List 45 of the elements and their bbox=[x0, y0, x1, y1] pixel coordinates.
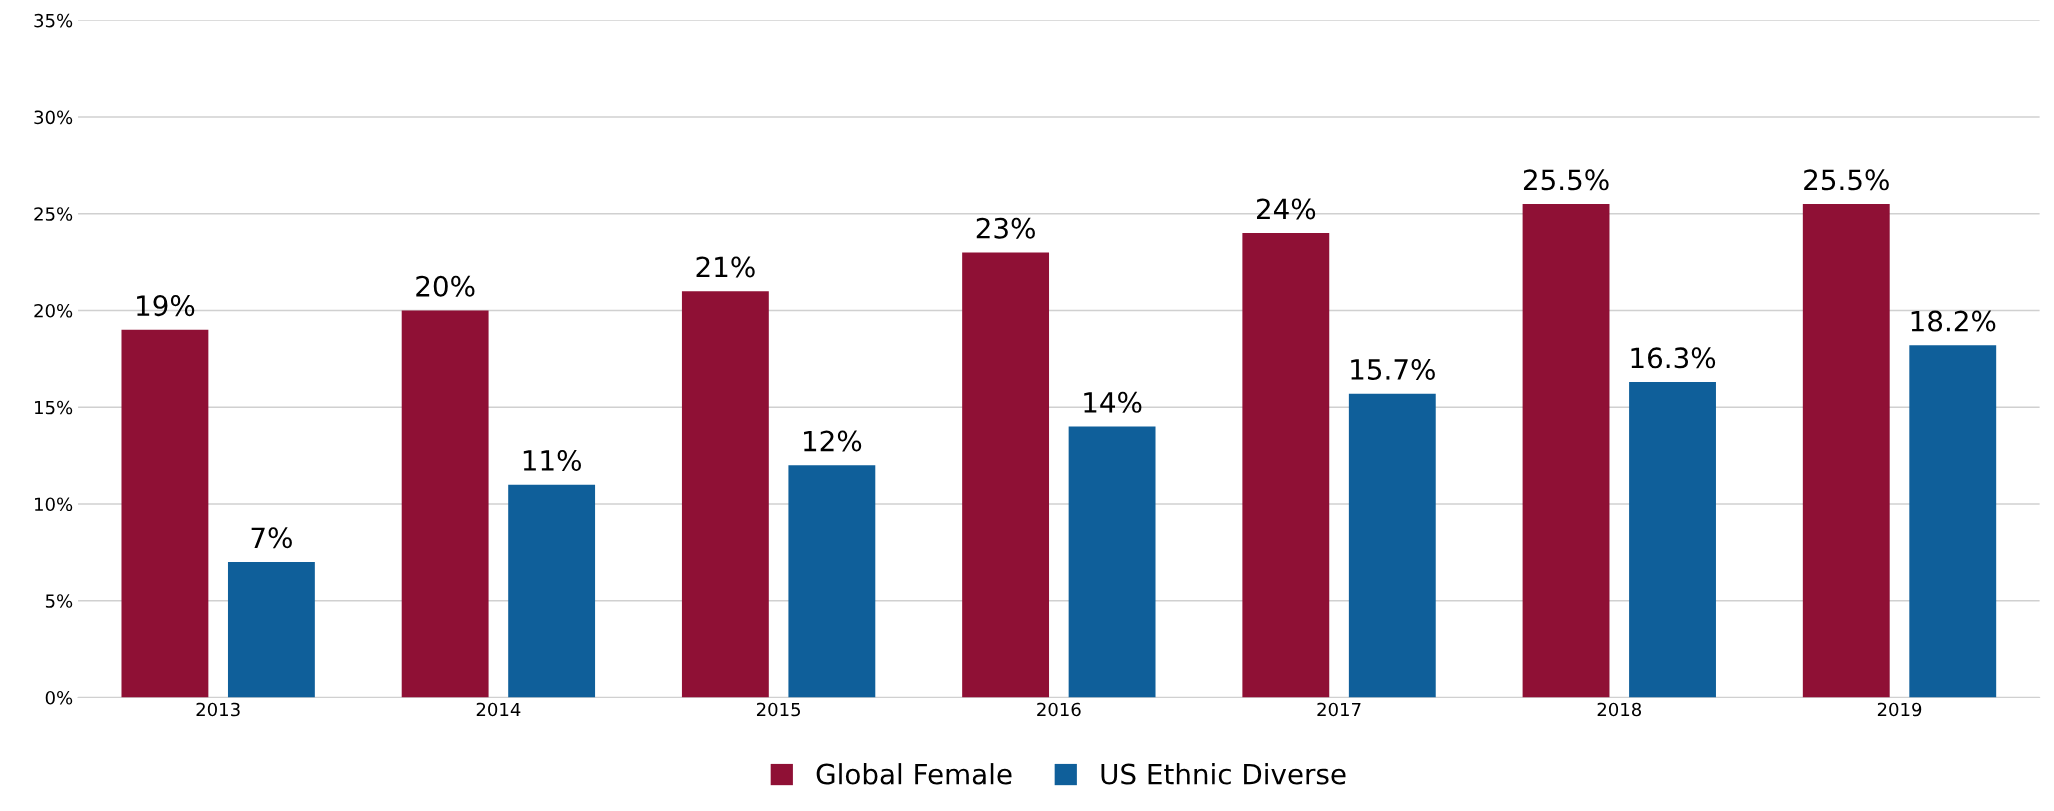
y-tick-label: 30% bbox=[34, 110, 73, 125]
data-label: 15.7% bbox=[1351, 358, 1435, 380]
bar bbox=[401, 310, 489, 698]
data-label: 20% bbox=[416, 275, 475, 297]
y-tick-label: 5% bbox=[45, 594, 73, 608]
data-label: 18.2% bbox=[1911, 310, 1996, 332]
y-tick-label: 0% bbox=[45, 690, 73, 705]
bar bbox=[788, 465, 876, 698]
bar bbox=[508, 484, 596, 698]
bar bbox=[121, 329, 209, 698]
x-tick-label: 2017 bbox=[1317, 702, 1361, 717]
y-tick-label: 15% bbox=[35, 400, 73, 415]
x-tick-label: 2016 bbox=[1037, 702, 1081, 717]
bar bbox=[962, 252, 1050, 698]
data-label: 11% bbox=[523, 449, 581, 471]
data-label: 7% bbox=[251, 527, 292, 549]
data-label: 14% bbox=[1084, 391, 1142, 413]
x-tick-label: 2018 bbox=[1597, 702, 1642, 717]
bar bbox=[1909, 345, 1997, 698]
bar bbox=[681, 291, 769, 698]
data-label: 25.5% bbox=[1804, 169, 1889, 191]
data-label: 12% bbox=[804, 430, 862, 452]
x-tick-label: 2014 bbox=[476, 702, 521, 717]
x-tick-label: 2015 bbox=[756, 702, 801, 717]
data-label: 19% bbox=[137, 295, 195, 317]
legend-label: Global Female bbox=[816, 763, 1012, 785]
x-tick-label: 2019 bbox=[1877, 702, 1922, 717]
bar bbox=[227, 562, 315, 698]
data-label: 21% bbox=[696, 256, 755, 278]
y-tick-label: 35% bbox=[34, 13, 73, 28]
x-tick-label: 2013 bbox=[196, 702, 240, 717]
y-tick-label: 20% bbox=[34, 303, 73, 318]
data-label: 24% bbox=[1256, 198, 1316, 220]
bar bbox=[1348, 393, 1436, 698]
y-tick-label: 25% bbox=[34, 207, 73, 221]
data-label: 25.5% bbox=[1523, 169, 1609, 191]
legend-label: US Ethnic Diverse bbox=[1101, 763, 1346, 785]
bar bbox=[1242, 233, 1330, 698]
bar bbox=[1068, 426, 1156, 698]
data-label: 23% bbox=[976, 217, 1035, 239]
data-label: 16.3% bbox=[1631, 347, 1716, 369]
bar bbox=[1522, 204, 1610, 698]
y-tick-label: 10% bbox=[35, 497, 73, 512]
bar bbox=[1802, 204, 1890, 698]
bar bbox=[1629, 382, 1716, 698]
